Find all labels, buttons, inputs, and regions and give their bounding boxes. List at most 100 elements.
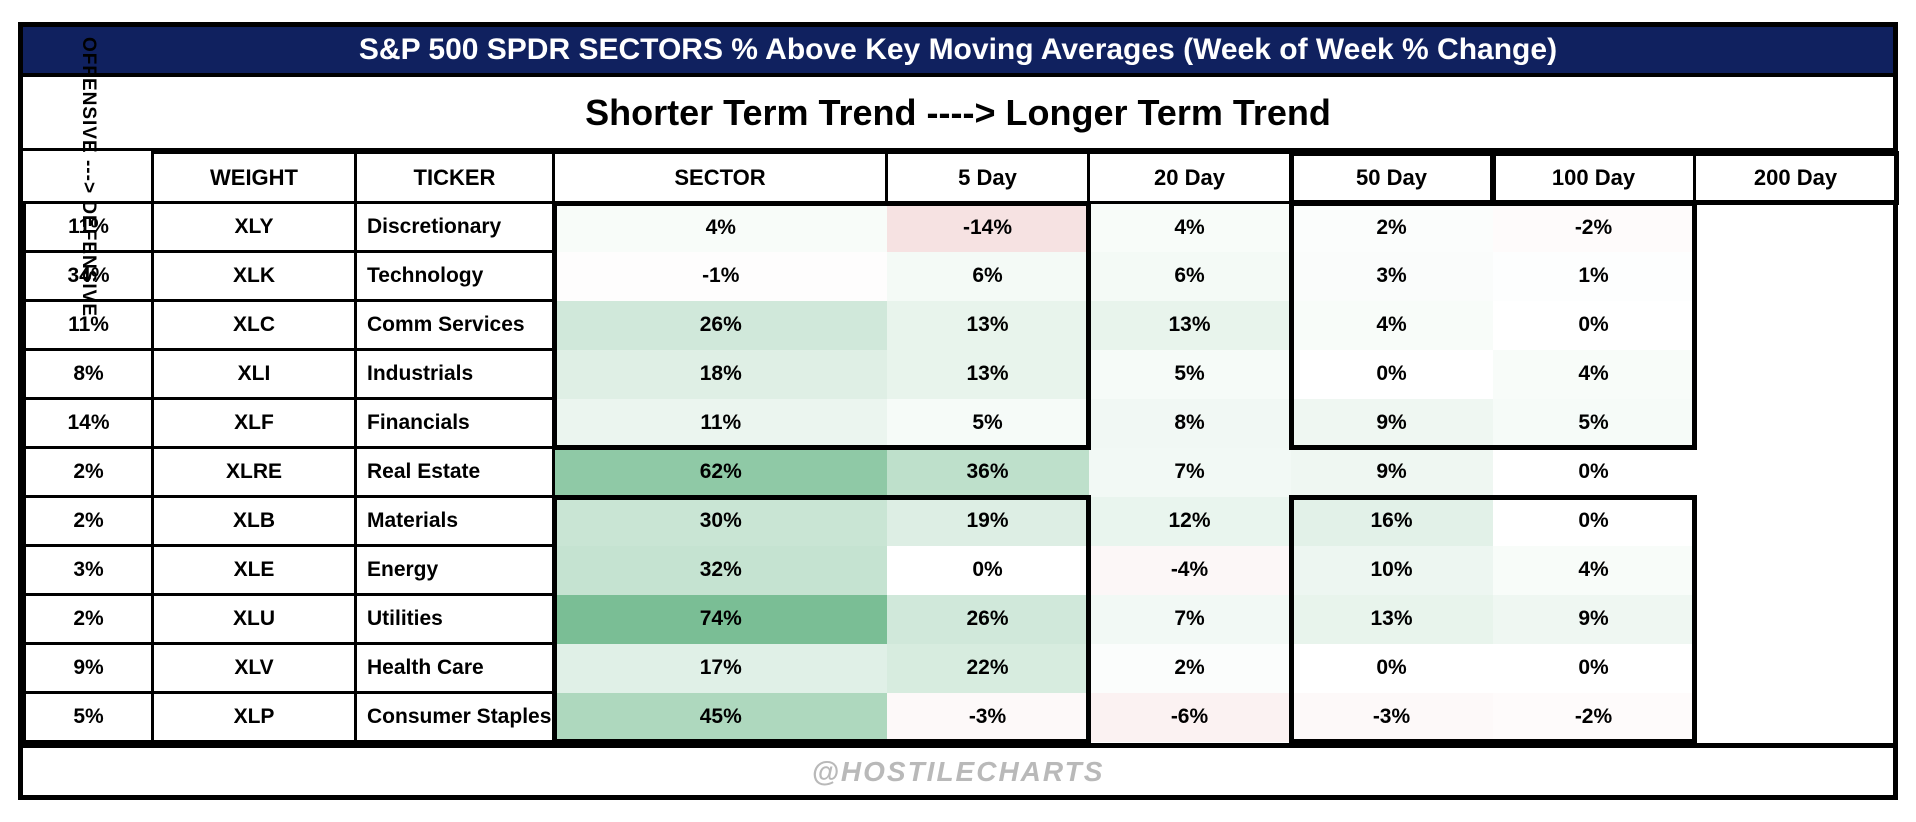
value-cell: 18% [553,349,887,399]
sector-cell: Comm Services [354,299,555,351]
value-cell: 5% [1088,349,1291,399]
value-cell: 74% [553,594,887,644]
value-cell: 2% [1088,643,1291,693]
value-cell: 0% [886,545,1089,595]
sector-cell: Health Care [354,642,555,694]
value-cell: 2% [1290,202,1493,252]
sector-cell: Financials [354,397,555,449]
value-cell: -6% [1088,692,1291,742]
value-cell: 9% [1290,398,1493,448]
value-cell: 17% [553,643,887,693]
value-cell: 62% [553,447,887,497]
table-row: 5% XLP Consumer Staples 45% -3% -6% -3% -2% [23,691,1897,743]
value-cell: 4% [1088,202,1291,252]
ticker-cell: XLP [151,691,357,743]
value-cell: -14% [886,202,1089,252]
ticker-cell: XLK [151,250,357,302]
value-cell: 3% [1290,251,1493,301]
value-cell: 0% [1492,447,1695,497]
ticker-cell: XLV [151,642,357,694]
value-cell: -3% [1290,692,1493,742]
value-cell: 11% [553,398,887,448]
sector-cell: Technology [354,250,555,302]
weight-cell: 2% [23,593,154,645]
watermark: @HOSTILECHARTS [811,755,1105,787]
row-axis-label-cell: OFFENSIVE ---> DEFENSIVE [24,37,154,317]
weight-cell: 9% [23,642,154,694]
sector-cell: Industrials [354,348,555,400]
value-cell: 0% [1492,643,1695,693]
weight-cell: 5% [23,691,154,743]
ticker-cell: XLF [151,397,357,449]
value-cell: 26% [553,300,887,350]
sector-cell: Energy [354,544,555,596]
page-title: S&P 500 SPDR SECTORS % Above Key Moving … [358,33,1558,66]
weight-cell: 11% [23,299,154,351]
value-cell: 13% [886,349,1089,399]
value-cell: 0% [1290,349,1493,399]
value-cell: 4% [1290,300,1493,350]
value-cell: 16% [1290,496,1493,546]
value-cell: 13% [886,300,1089,350]
sector-cell: Consumer Staples [354,691,555,743]
value-cell: 36% [886,447,1089,497]
ticker-cell: XLB [151,495,357,547]
sector-cell: Real Estate [354,446,555,498]
sector-table: OFFENSIVE ---> DEFENSIVE WEIGHT TICKER S… [23,37,1898,743]
weight-cell: 2% [23,495,154,547]
value-cell: 7% [1088,447,1291,497]
table-row: 3% XLE Energy 32% 0% -4% 10% 4% [23,544,1897,596]
ticker-cell: XLRE [151,446,357,498]
ticker-cell: XLU [151,593,357,645]
column-header-200day: 200 Day [1693,151,1898,204]
sector-cell: Utilities [354,593,555,645]
ticker-cell: XLE [151,544,357,596]
column-header-ticker: TICKER [354,151,555,204]
offensive-defensive-label: OFFENSIVE ---> DEFENSIVE [77,36,99,317]
table-row: 34% XLK Technology -1% 6% 6% 3% 1% [23,250,1897,302]
value-cell: 22% [886,643,1089,693]
value-cell: 0% [1492,300,1695,350]
value-cell: 4% [1492,349,1695,399]
value-cell: -2% [1492,202,1695,252]
table-row: 14% XLF Financials 11% 5% 8% 9% 5% [23,397,1897,449]
value-cell: 32% [553,545,887,595]
value-cell: 0% [1492,496,1695,546]
footer-bar: @HOSTILECHARTS [23,743,1893,795]
sector-cell: Discretionary [354,201,555,253]
title-bar: S&P 500 SPDR SECTORS % Above Key Moving … [23,27,1893,77]
value-cell: 5% [1492,398,1695,448]
value-cell: 26% [886,594,1089,644]
weight-cell: 2% [23,446,154,498]
value-cell: 13% [1088,300,1291,350]
value-cell: 4% [553,202,887,252]
value-cell: 0% [1290,643,1493,693]
column-header-weight: WEIGHT [151,151,357,204]
value-cell: 9% [1492,594,1695,644]
header-row: OFFENSIVE ---> DEFENSIVE WEIGHT TICKER S… [24,37,1898,317]
value-cell: 19% [886,496,1089,546]
ticker-cell: XLY [151,201,357,253]
table-row: 9% XLV Health Care 17% 22% 2% 0% 0% [23,642,1897,694]
value-cell: -2% [1492,692,1695,742]
trend-direction-label: Shorter Term Trend ----> Longer Term Tre… [585,91,1331,133]
table-row: 8% XLI Industrials 18% 13% 5% 0% 4% [23,348,1897,400]
weight-cell: 8% [23,348,154,400]
subtitle-bar: Shorter Term Trend ----> Longer Term Tre… [23,77,1893,151]
value-cell: 5% [886,398,1089,448]
value-cell: -3% [886,692,1089,742]
ticker-cell: XLI [151,348,357,400]
value-cell: 8% [1088,398,1291,448]
value-cell: 12% [1088,496,1291,546]
value-cell: 30% [553,496,887,546]
weight-cell: 3% [23,544,154,596]
column-header-20day: 20 Day [1087,151,1292,204]
value-cell: -1% [553,251,887,301]
ticker-cell: XLC [151,299,357,351]
column-header-50day: 50 Day [1289,151,1494,204]
table-row: 11% XLY Discretionary 4% -14% 4% 2% -2% [23,201,1897,253]
weight-cell: 11% [23,201,154,253]
value-cell: 45% [553,692,887,742]
value-cell: 7% [1088,594,1291,644]
sector-cell: Materials [354,495,555,547]
